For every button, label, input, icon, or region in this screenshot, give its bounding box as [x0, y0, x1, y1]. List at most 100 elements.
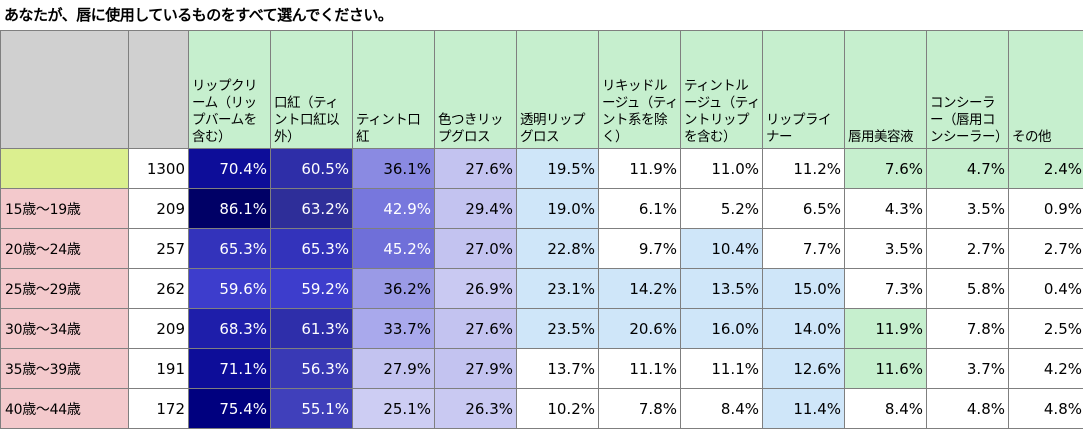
percent-cell: 9.7% — [598, 228, 681, 269]
percent-cell: 15.0% — [762, 268, 845, 309]
header-cell-tinted-gloss: 色つきリップグロス — [434, 30, 517, 149]
percent-cell: 5.2% — [680, 188, 763, 229]
header-cell-concealer: コンシーラー（唇用コンシーラー） — [926, 30, 1009, 149]
row-sample-size: 1300 — [128, 148, 189, 189]
row-label: 35歳～39歳 — [0, 348, 129, 389]
percent-cell: 36.1% — [352, 148, 435, 189]
percent-cell: 2.4% — [1008, 148, 1083, 189]
percent-cell: 10.2% — [516, 388, 599, 429]
percent-cell: 68.3% — [188, 308, 271, 349]
percent-cell: 11.0% — [680, 148, 763, 189]
percent-cell: 27.9% — [434, 348, 517, 389]
header-cell-clear-gloss: 透明リップグロス — [516, 30, 599, 149]
row-sample-size: 209 — [128, 308, 189, 349]
percent-cell: 56.3% — [270, 348, 353, 389]
percent-cell: 71.1% — [188, 348, 271, 389]
table-row: 35歳～39歳 191 71.1% 56.3% 27.9% 27.9% 13.7% 11.1%… — [0, 348, 1083, 389]
percent-cell: 65.3% — [188, 228, 271, 269]
percent-cell: 6.1% — [598, 188, 681, 229]
percent-cell: 23.5% — [516, 308, 599, 349]
percent-cell: 4.8% — [1008, 388, 1083, 429]
header-cell-lip-cream: リップクリーム（リップバームを含む） — [188, 30, 271, 149]
row-label — [0, 148, 129, 189]
percent-cell: 45.2% — [352, 228, 435, 269]
row-label: 25歳～29歳 — [0, 268, 129, 309]
percent-cell: 3.5% — [926, 188, 1009, 229]
header-cell-liquid-rouge: リキッドルージュ（ティント系を除く） — [598, 30, 681, 149]
percent-cell: 65.3% — [270, 228, 353, 269]
percent-cell: 27.9% — [352, 348, 435, 389]
percent-cell: 19.0% — [516, 188, 599, 229]
percent-cell: 7.3% — [844, 268, 927, 309]
percent-cell: 26.9% — [434, 268, 517, 309]
table-row: 15歳～19歳 209 86.1% 63.2% 42.9% 29.4% 19.0% 6.1% 5… — [0, 188, 1083, 229]
percent-cell: 59.6% — [188, 268, 271, 309]
header-cell-tint-rouge: ティントルージュ（ティントリップを含む） — [680, 30, 763, 149]
percent-cell: 11.6% — [844, 348, 927, 389]
row-sample-size: 191 — [128, 348, 189, 389]
percent-cell: 22.8% — [516, 228, 599, 269]
percent-cell: 75.4% — [188, 388, 271, 429]
table-row: 20歳～24歳 257 65.3% 65.3% 45.2% 27.0% 22.8% 9.7% 1… — [0, 228, 1083, 269]
percent-cell: 13.5% — [680, 268, 763, 309]
percent-cell: 11.1% — [598, 348, 681, 389]
percent-cell: 61.3% — [270, 308, 353, 349]
table-row: 40歳～44歳 172 75.4% 55.1% 25.1% 26.3% 10.2% 7.8% 8… — [0, 388, 1083, 429]
percent-cell: 14.0% — [762, 308, 845, 349]
percent-cell: 4.8% — [926, 388, 1009, 429]
row-sample-size: 262 — [128, 268, 189, 309]
percent-cell: 11.1% — [680, 348, 763, 389]
percent-cell: 55.1% — [270, 388, 353, 429]
row-label: 30歳～34歳 — [0, 308, 129, 349]
percent-cell: 5.8% — [926, 268, 1009, 309]
percent-cell: 16.0% — [680, 308, 763, 349]
percent-cell: 11.9% — [844, 308, 927, 349]
percent-cell: 13.7% — [516, 348, 599, 389]
row-sample-size: 257 — [128, 228, 189, 269]
percent-cell: 63.2% — [270, 188, 353, 229]
row-label: 20歳～24歳 — [0, 228, 129, 269]
percent-cell: 7.8% — [926, 308, 1009, 349]
table-row: 30歳～34歳 209 68.3% 61.3% 33.7% 27.6% 23.5% 20.6%… — [0, 308, 1083, 349]
percent-cell: 86.1% — [188, 188, 271, 229]
total-row: 1300 70.4% 60.5% 36.1% 27.6% 19.5% 11.9% 11.0% 1… — [0, 148, 1083, 189]
percent-cell: 27.6% — [434, 308, 517, 349]
percent-cell: 36.2% — [352, 268, 435, 309]
percent-cell: 8.4% — [680, 388, 763, 429]
percent-cell: 26.3% — [434, 388, 517, 429]
percent-cell: 12.6% — [762, 348, 845, 389]
percent-cell: 2.7% — [1008, 228, 1083, 269]
percent-cell: 29.4% — [434, 188, 517, 229]
percent-cell: 27.0% — [434, 228, 517, 269]
percent-cell: 70.4% — [188, 148, 271, 189]
percent-cell: 4.2% — [1008, 348, 1083, 389]
percent-cell: 7.8% — [598, 388, 681, 429]
percent-cell: 11.4% — [762, 388, 845, 429]
percent-cell: 8.4% — [844, 388, 927, 429]
percent-cell: 4.3% — [844, 188, 927, 229]
percent-cell: 59.2% — [270, 268, 353, 309]
row-sample-size: 209 — [128, 188, 189, 229]
header-row: リップクリーム（リップバームを含む） 口紅（ティント口紅以外） ティント口紅 色… — [0, 30, 1083, 149]
percent-cell: 7.6% — [844, 148, 927, 189]
row-sample-size: 172 — [128, 388, 189, 429]
percent-cell: 6.5% — [762, 188, 845, 229]
percent-cell: 33.7% — [352, 308, 435, 349]
header-cell-other: その他 — [1008, 30, 1083, 149]
header-cell-label — [0, 30, 129, 149]
header-cell-lipstick: 口紅（ティント口紅以外） — [270, 30, 353, 149]
header-cell-lip-liner: リップライナー — [762, 30, 845, 149]
percent-cell: 0.4% — [1008, 268, 1083, 309]
percent-cell: 60.5% — [270, 148, 353, 189]
percent-cell: 2.5% — [1008, 308, 1083, 349]
percent-cell: 0.9% — [1008, 188, 1083, 229]
percent-cell: 3.5% — [844, 228, 927, 269]
percent-cell: 7.7% — [762, 228, 845, 269]
percent-cell: 19.5% — [516, 148, 599, 189]
row-label: 15歳～19歳 — [0, 188, 129, 229]
percent-cell: 4.7% — [926, 148, 1009, 189]
row-label: 40歳～44歳 — [0, 388, 129, 429]
percent-cell: 3.7% — [926, 348, 1009, 389]
percent-cell: 23.1% — [516, 268, 599, 309]
percent-cell: 42.9% — [352, 188, 435, 229]
